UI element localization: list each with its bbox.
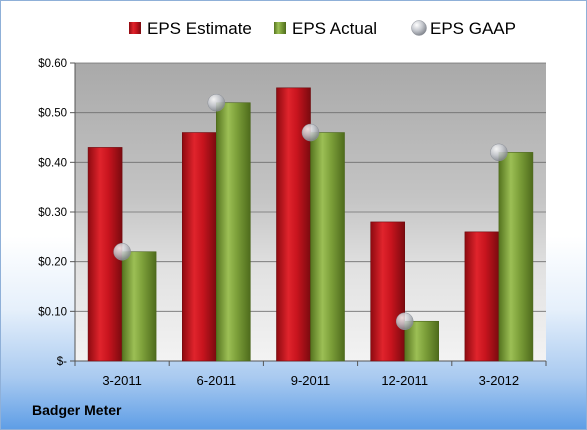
legend-label: EPS Actual [292,19,377,38]
x-tick-label: 9-2011 [291,373,331,388]
bar-eps-estimate [370,221,406,362]
y-tick-label: $0.20 [38,257,67,269]
y-tick-label: $0.30 [38,207,67,219]
bar-eps-estimate [182,132,217,362]
marker-eps-gaap [490,143,508,162]
bar-eps-actual [121,251,157,362]
legend-swatch-2 [411,20,427,36]
marker-eps-gaap [207,93,226,112]
legend-label: EPS GAAP [430,19,516,38]
legend-swatch-1 [274,22,286,34]
x-tick-label: 3-2011 [102,373,142,388]
legend-label: EPS Estimate [147,19,252,38]
legend-swatch-0 [129,22,141,34]
bar-eps-actual [498,152,534,362]
y-tick-label: $- [57,356,67,368]
marker-eps-gaap [395,312,414,331]
bar-eps-actual [216,102,251,362]
x-tick-label: 3-2012 [479,373,519,388]
y-tick-label: $0.50 [38,108,67,120]
bar-eps-estimate [464,231,500,362]
y-tick-label: $0.60 [38,58,67,70]
company-name: Badger Meter [32,402,122,418]
x-tick-label: 12-2011 [381,373,428,388]
y-tick-label: $0.10 [38,306,67,318]
x-tick-label: 6-2011 [197,373,237,388]
marker-eps-gaap [113,242,131,261]
marker-eps-gaap [301,123,320,142]
bar-eps-actual [310,132,345,362]
y-tick-label: $0.40 [38,157,67,169]
